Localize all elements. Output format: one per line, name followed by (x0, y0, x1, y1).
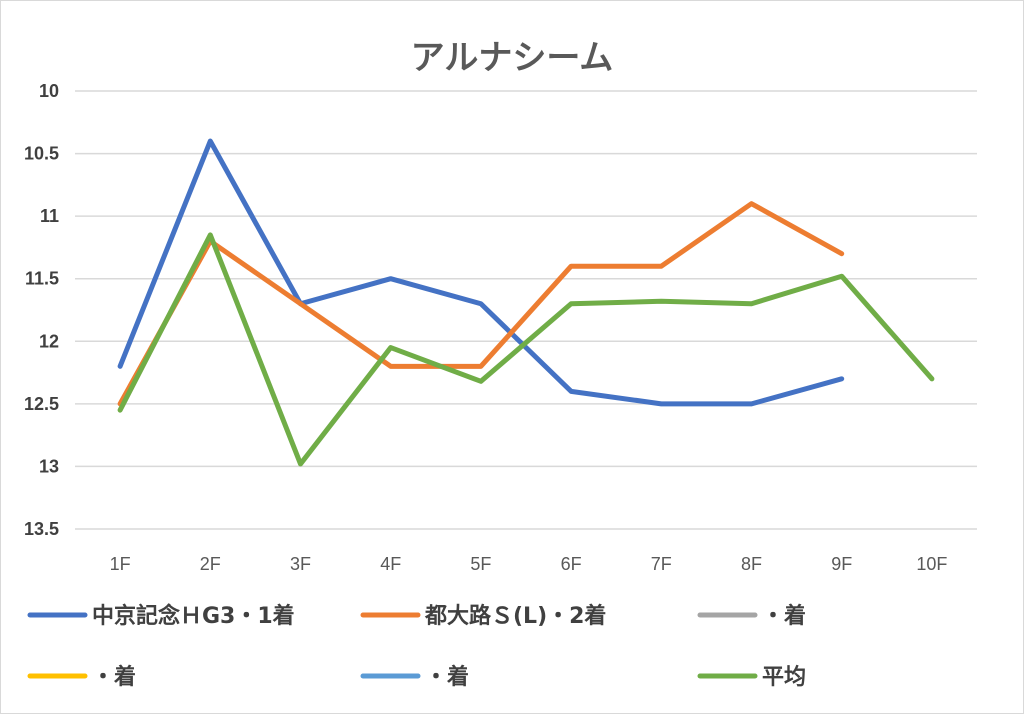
legend-label: ・着 (762, 603, 806, 629)
y-tick-label: 11 (40, 206, 59, 226)
x-tick-label: 5F (470, 554, 491, 574)
x-tick-label: 7F (651, 554, 672, 574)
series-line-5 (117, 232, 935, 467)
x-tick-label: 9F (831, 554, 852, 574)
legend-label: 平均 (762, 664, 806, 690)
x-tick-label: 4F (380, 554, 401, 574)
y-tick-label: 12.5 (24, 394, 59, 414)
x-tick-label: 1F (110, 554, 131, 574)
y-tick-label: 10.5 (24, 144, 59, 164)
legend-label: ・着 (425, 664, 469, 690)
y-tick-label: 13 (39, 456, 59, 476)
legend-label: 都大路Ｓ(L)・2着 (424, 603, 606, 629)
x-tick-label: 2F (200, 554, 221, 574)
y-tick-label: 10 (39, 81, 59, 101)
series-line-0 (117, 138, 845, 407)
x-tick-label: 10F (916, 554, 947, 574)
x-tick-label: 6F (561, 554, 582, 574)
y-tick-label: 13.5 (24, 519, 59, 539)
y-tick-label: 12 (39, 331, 59, 351)
legend-label: ・着 (92, 664, 136, 690)
x-tick-label: 8F (741, 554, 762, 574)
legend-label: 中京記念ＨG3・1着 (92, 603, 295, 629)
chart-title: アルナシーム (410, 38, 614, 78)
y-tick-label: 11.5 (25, 269, 59, 289)
series-line-1 (117, 201, 845, 407)
x-tick-label: 3F (290, 554, 311, 574)
